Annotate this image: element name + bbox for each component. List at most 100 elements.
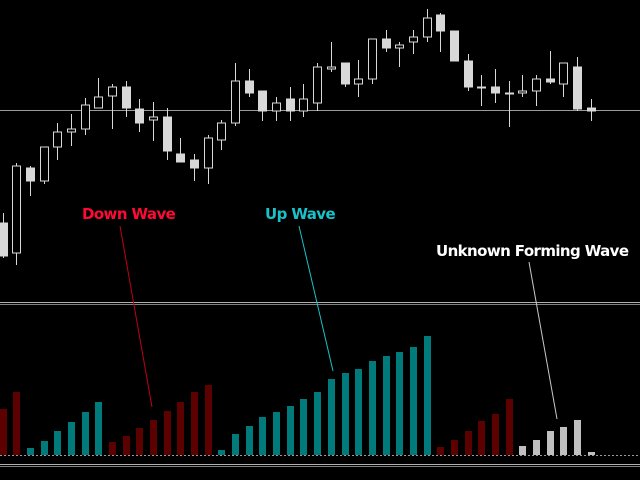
histogram-bar-forming — [588, 452, 595, 455]
candle[interactable] — [409, 30, 418, 54]
candle[interactable] — [573, 57, 582, 111]
candle-body-bearish — [491, 86, 500, 94]
candle[interactable] — [436, 13, 445, 52]
histogram-bar-up — [369, 361, 376, 455]
candle[interactable] — [313, 63, 322, 111]
candle[interactable] — [464, 54, 473, 91]
candle-body-bearish — [382, 38, 391, 49]
candle[interactable] — [94, 78, 103, 109]
price-pane — [0, 9, 640, 265]
histogram-bar-down — [451, 440, 458, 455]
candle[interactable] — [395, 42, 404, 67]
candle[interactable] — [341, 62, 350, 87]
histogram-bar-up — [342, 373, 349, 455]
histogram-bar-forming — [547, 431, 554, 455]
candle[interactable] — [245, 69, 254, 97]
histogram-bar-up — [95, 402, 102, 455]
candle-body-bullish — [94, 96, 103, 109]
histogram-bar-down — [506, 399, 513, 455]
candle-body-bearish — [505, 92, 514, 95]
histogram-bar-down — [123, 436, 130, 455]
candle[interactable] — [135, 99, 144, 132]
candle[interactable] — [0, 213, 8, 258]
candle[interactable] — [204, 135, 213, 184]
histogram-bar-up — [273, 412, 280, 455]
candle[interactable] — [532, 75, 541, 106]
candle[interactable] — [546, 51, 555, 84]
candle-body-bullish — [204, 137, 213, 169]
histogram-bar-down — [492, 414, 499, 455]
candle[interactable] — [286, 87, 295, 121]
candle[interactable] — [450, 30, 459, 62]
candle-body-bearish — [245, 80, 254, 94]
candle[interactable] — [190, 154, 199, 181]
histogram-bar-down — [205, 385, 212, 455]
histogram-bar-down — [191, 392, 198, 455]
candle[interactable] — [67, 114, 76, 146]
histogram-bar-forming — [574, 420, 581, 455]
candle-body-bullish — [149, 116, 158, 121]
candle[interactable] — [423, 9, 432, 42]
candle-body-bullish — [53, 131, 62, 148]
candle[interactable] — [122, 81, 131, 117]
pane-separator-bottom[interactable] — [0, 464, 640, 467]
candle-body-bearish — [450, 30, 459, 62]
up-wave-pointer — [298, 225, 334, 372]
candle[interactable] — [53, 123, 62, 160]
down-wave-pointer — [119, 225, 153, 408]
candle[interactable] — [491, 69, 500, 103]
candle[interactable] — [217, 120, 226, 150]
histogram-bar-up — [314, 392, 321, 455]
candle-body-bullish — [368, 38, 377, 80]
candle-body-bearish — [122, 86, 131, 109]
candle-body-bullish — [409, 36, 418, 43]
histogram-bar-up — [424, 336, 431, 455]
candle-body-bearish — [341, 62, 350, 85]
candle[interactable] — [272, 97, 281, 121]
candle[interactable] — [382, 30, 391, 52]
candle-body-bullish — [12, 165, 21, 254]
histogram-bar-up — [300, 399, 307, 455]
candle[interactable] — [505, 81, 514, 127]
candle[interactable] — [559, 62, 568, 97]
candle-body-bullish — [108, 86, 117, 97]
up-wave-label: Up Wave — [265, 205, 335, 223]
candle-body-bullish — [67, 128, 76, 133]
candle[interactable] — [368, 38, 377, 84]
candle[interactable] — [81, 98, 90, 135]
histogram-bar-down — [465, 431, 472, 455]
histogram-bar-down — [177, 402, 184, 455]
candle[interactable] — [108, 84, 117, 129]
histogram-bar-down — [437, 447, 444, 455]
histogram-bar-down — [0, 409, 7, 455]
candle[interactable] — [149, 102, 158, 141]
candle-body-bullish — [299, 98, 308, 112]
down-wave-label: Down Wave — [82, 205, 176, 223]
histogram-bar-up — [383, 356, 390, 455]
candle[interactable] — [258, 90, 267, 121]
histogram-bar-up — [27, 448, 34, 455]
candle[interactable] — [231, 63, 240, 126]
candle-body-bearish — [477, 86, 486, 89]
candle[interactable] — [587, 99, 596, 121]
candle[interactable] — [12, 163, 21, 265]
histogram-bar-up — [82, 412, 89, 455]
candle[interactable] — [354, 60, 363, 97]
histogram — [0, 336, 595, 455]
candle-body-bullish — [272, 102, 281, 112]
pane-separator-top[interactable] — [0, 302, 640, 305]
candle-body-bullish — [327, 66, 336, 70]
candle[interactable] — [176, 138, 185, 163]
candle[interactable] — [40, 146, 49, 184]
annotations: Down Wave Up Wave Unknown Forming Wave — [82, 205, 629, 420]
candle[interactable] — [299, 84, 308, 117]
candle[interactable] — [163, 108, 172, 160]
candle[interactable] — [518, 75, 527, 97]
candle[interactable] — [477, 75, 486, 106]
candle-body-bullish — [559, 62, 568, 85]
candle[interactable] — [26, 166, 35, 196]
candle[interactable] — [327, 42, 336, 72]
candle-body-bearish — [436, 14, 445, 32]
candle-body-bearish — [464, 60, 473, 88]
